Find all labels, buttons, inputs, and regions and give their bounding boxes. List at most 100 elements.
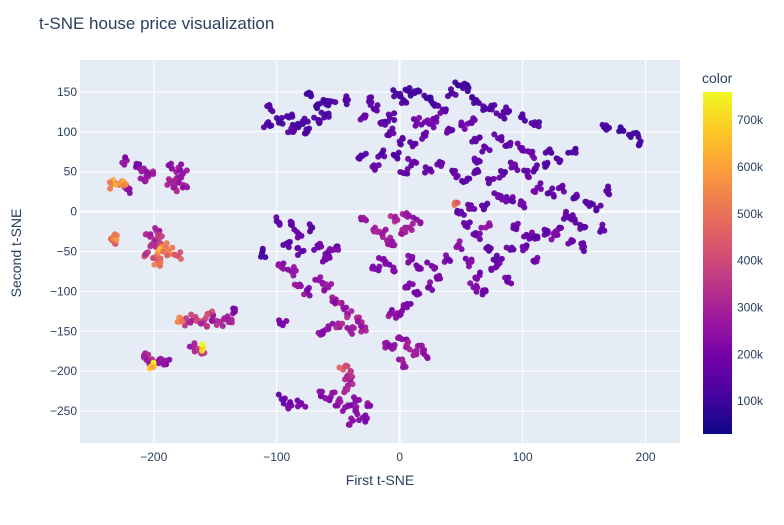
- data-point: [533, 162, 540, 169]
- data-point: [563, 208, 570, 215]
- data-point: [150, 359, 157, 366]
- data-point: [390, 310, 397, 317]
- data-point: [322, 281, 329, 288]
- data-point: [325, 113, 332, 120]
- data-point: [530, 257, 537, 264]
- data-point: [179, 184, 186, 191]
- data-point: [416, 88, 423, 95]
- data-point: [380, 255, 387, 262]
- data-point: [523, 243, 530, 250]
- data-point: [139, 165, 146, 172]
- data-point: [496, 174, 503, 181]
- data-point: [462, 255, 469, 262]
- data-point: [460, 220, 467, 227]
- data-point: [570, 238, 577, 245]
- data-point: [284, 403, 291, 410]
- data-point: [275, 262, 282, 269]
- data-point: [382, 226, 389, 233]
- data-point: [177, 249, 184, 256]
- data-point: [280, 265, 287, 272]
- data-point: [410, 214, 417, 221]
- data-point: [280, 260, 287, 267]
- data-point: [294, 283, 301, 290]
- data-point: [171, 177, 178, 184]
- data-point: [454, 82, 461, 89]
- data-point: [527, 149, 534, 156]
- data-point: [554, 155, 561, 162]
- data-point: [520, 247, 527, 254]
- data-point: [434, 275, 441, 282]
- data-point: [336, 395, 343, 402]
- data-point: [147, 233, 154, 240]
- data-point: [502, 142, 509, 149]
- data-point: [391, 117, 398, 124]
- data-point: [403, 99, 410, 106]
- data-point: [302, 403, 309, 410]
- data-point: [474, 284, 481, 291]
- data-point: [120, 182, 127, 189]
- data-point: [487, 245, 494, 252]
- data-point: [380, 147, 387, 154]
- y-tick-label: −150: [50, 324, 77, 338]
- data-point: [529, 229, 536, 236]
- data-point: [278, 114, 285, 121]
- data-point: [421, 92, 428, 99]
- data-point: [526, 235, 533, 242]
- y-tick-label: −250: [50, 404, 77, 418]
- data-point: [358, 328, 365, 335]
- data-point: [362, 418, 369, 425]
- data-point: [316, 388, 323, 395]
- data-point: [284, 113, 291, 120]
- data-point: [519, 145, 526, 152]
- data-point: [550, 191, 557, 198]
- data-point: [312, 276, 319, 283]
- data-point: [476, 158, 483, 165]
- data-point: [390, 130, 397, 137]
- data-point: [169, 244, 176, 251]
- data-point: [142, 251, 149, 258]
- data-point: [343, 304, 350, 311]
- data-point: [403, 210, 410, 217]
- colorbar-tick-label: 400k: [737, 254, 764, 268]
- data-point: [635, 134, 642, 141]
- data-point: [186, 343, 193, 350]
- data-point: [333, 324, 340, 331]
- data-point: [474, 276, 481, 283]
- data-point: [582, 198, 589, 205]
- data-point: [503, 194, 510, 201]
- data-point: [510, 225, 517, 232]
- data-point: [548, 149, 555, 156]
- data-point: [368, 94, 375, 101]
- colorbar-tick-label: 100k: [737, 394, 764, 408]
- data-point: [397, 311, 404, 318]
- data-point: [537, 180, 544, 187]
- data-point: [326, 254, 333, 261]
- data-point: [395, 149, 402, 156]
- data-point: [484, 200, 491, 207]
- data-point: [422, 164, 429, 171]
- data-point: [288, 111, 295, 118]
- data-point: [458, 246, 465, 253]
- data-point: [348, 415, 355, 422]
- data-point: [304, 118, 311, 125]
- data-point: [332, 402, 339, 409]
- data-point: [224, 313, 231, 320]
- data-point: [326, 98, 333, 105]
- data-point: [348, 368, 355, 375]
- data-point: [425, 284, 432, 291]
- colorbar: [703, 92, 732, 434]
- data-point: [213, 321, 220, 328]
- data-point: [276, 219, 283, 226]
- data-point: [508, 164, 515, 171]
- data-point: [514, 167, 521, 174]
- data-point: [396, 334, 403, 341]
- data-point: [285, 266, 292, 273]
- data-point: [470, 231, 477, 238]
- data-point: [336, 364, 343, 371]
- data-point: [391, 110, 398, 117]
- data-point: [187, 319, 194, 326]
- data-point: [158, 233, 165, 240]
- data-point: [514, 140, 521, 147]
- data-point: [150, 364, 157, 371]
- data-point: [151, 261, 158, 268]
